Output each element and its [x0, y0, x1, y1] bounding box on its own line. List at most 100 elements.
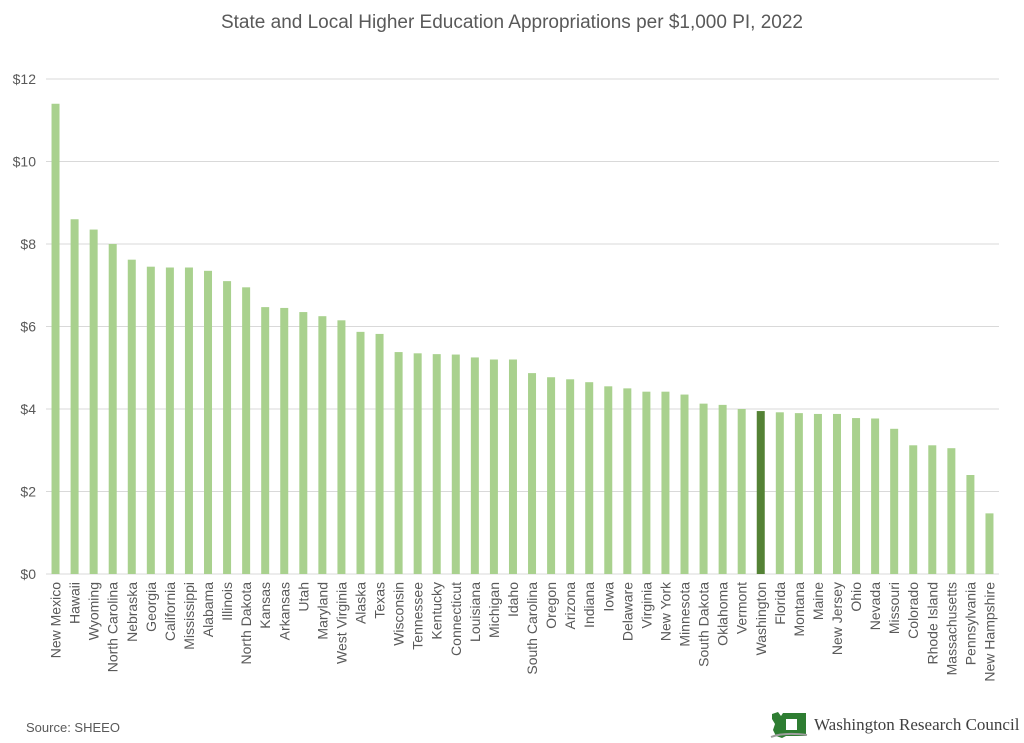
brand-logo: Washington Research Council	[770, 710, 1019, 740]
bar-north-carolina	[108, 244, 117, 574]
bar-indiana	[585, 382, 594, 574]
bar-tennessee	[413, 353, 422, 574]
bar-minnesota	[680, 394, 689, 574]
x-tick-label: New Jersey	[829, 582, 845, 655]
bar-texas	[375, 333, 384, 574]
x-tick-label: Iowa	[600, 582, 616, 612]
x-tick-label: Georgia	[143, 582, 159, 632]
bar-kansas	[261, 307, 270, 574]
bar-alabama	[204, 270, 213, 574]
bar-oklahoma	[718, 404, 727, 574]
x-tick-label: Nebraska	[124, 582, 140, 642]
x-tick-label: Vermont	[734, 582, 750, 634]
source-note: Source: SHEEO	[26, 720, 120, 735]
y-tick-label: $8	[20, 236, 36, 252]
x-tick-label: Montana	[791, 582, 807, 637]
x-tick-label: Nevada	[867, 582, 883, 630]
bar-iowa	[604, 386, 613, 574]
x-tick-label: North Carolina	[105, 582, 121, 672]
bar-new-hampshire	[985, 513, 994, 574]
bar-arkansas	[280, 307, 289, 574]
x-tick-label: Minnesota	[677, 582, 693, 647]
x-tick-label: Indiana	[581, 582, 597, 628]
bar-west-virginia	[337, 320, 346, 574]
x-axis-tick-labels: New Mexico Hawaii Wyoming North Carolina Neb…	[48, 581, 998, 682]
x-tick-label: Texas	[372, 582, 388, 619]
bar-delaware	[623, 388, 632, 574]
bar-wisconsin	[394, 352, 403, 574]
x-tick-label: Michigan	[486, 582, 502, 638]
bar-colorado	[909, 445, 918, 574]
x-tick-label: Idaho	[505, 582, 521, 617]
x-tick-label: Kentucky	[429, 582, 445, 640]
x-tick-label: Louisiana	[467, 582, 483, 642]
washington-state-icon	[770, 712, 808, 738]
x-tick-label: Maine	[810, 582, 826, 620]
bar-pennsylvania	[966, 475, 975, 574]
bar-rhode-island	[928, 445, 937, 574]
bar-massachusetts	[947, 448, 956, 574]
x-tick-label: North Dakota	[238, 582, 254, 665]
y-tick-label: $2	[20, 484, 36, 500]
bar-new-jersey	[832, 413, 841, 574]
bar-arizona	[566, 379, 575, 574]
bar-michigan	[489, 359, 498, 574]
bar-ohio	[852, 418, 861, 574]
x-tick-label: Maryland	[314, 582, 330, 640]
x-tick-label: Hawaii	[67, 582, 83, 624]
x-tick-label: Oklahoma	[715, 582, 731, 646]
x-tick-label: Arizona	[562, 582, 578, 630]
bar-california	[165, 267, 174, 574]
bar-maine	[813, 413, 822, 574]
x-tick-label: Kansas	[257, 582, 273, 629]
bar-alaska	[356, 331, 365, 574]
bar-nevada	[871, 418, 880, 574]
bar-virginia	[642, 391, 651, 574]
x-tick-label: Oregon	[543, 582, 559, 629]
x-tick-label: Connecticut	[448, 582, 464, 656]
x-tick-label: Alaska	[352, 582, 368, 624]
x-tick-label: Ohio	[848, 582, 864, 612]
bar-nebraska	[127, 259, 136, 574]
bar-oregon	[547, 377, 556, 574]
x-tick-label: Utah	[295, 582, 311, 612]
bar-vermont	[737, 409, 746, 574]
x-tick-label: Wyoming	[86, 582, 102, 640]
x-tick-label: Washington	[753, 582, 769, 655]
bar-connecticut	[451, 354, 460, 574]
y-tick-label: $12	[13, 71, 37, 87]
bar-florida	[775, 412, 784, 574]
brand-name: Washington Research Council	[814, 715, 1020, 734]
chart-title: State and Local Higher Education Appropr…	[220, 12, 803, 33]
bar-georgia	[146, 266, 155, 574]
x-tick-label: Pennsylvania	[962, 582, 978, 665]
x-tick-label: Tennessee	[410, 582, 426, 650]
x-tick-label: Illinois	[219, 582, 235, 621]
bar-hawaii	[70, 219, 79, 574]
x-tick-label: California	[162, 582, 178, 641]
bar-new-york	[661, 391, 670, 574]
x-tick-label: Florida	[772, 582, 788, 625]
y-tick-label: $6	[20, 319, 36, 335]
bar-north-dakota	[242, 287, 251, 574]
bar-south-carolina	[528, 373, 537, 574]
bar-south-dakota	[699, 403, 708, 574]
bar-illinois	[223, 281, 232, 574]
y-axis-tick-labels: $0 $2 $4 $6 $8 $10 $12	[13, 71, 37, 582]
x-tick-label: South Carolina	[524, 582, 540, 675]
bars	[51, 103, 994, 574]
bar-new-mexico	[51, 103, 60, 574]
bar-maryland	[318, 316, 327, 574]
x-tick-label: New Mexico	[48, 582, 64, 658]
bar-kentucky	[432, 354, 441, 574]
x-tick-label: Virginia	[638, 582, 654, 629]
x-tick-label: New Hampshire	[981, 582, 997, 682]
x-tick-label: Wisconsin	[391, 582, 407, 646]
x-tick-label: Massachusetts	[943, 582, 959, 675]
y-tick-label: $10	[13, 154, 37, 170]
x-tick-label: West Virginia	[333, 582, 349, 664]
x-tick-label: Missouri	[886, 582, 902, 634]
bar-montana	[794, 413, 803, 574]
bar-missouri	[890, 428, 899, 574]
